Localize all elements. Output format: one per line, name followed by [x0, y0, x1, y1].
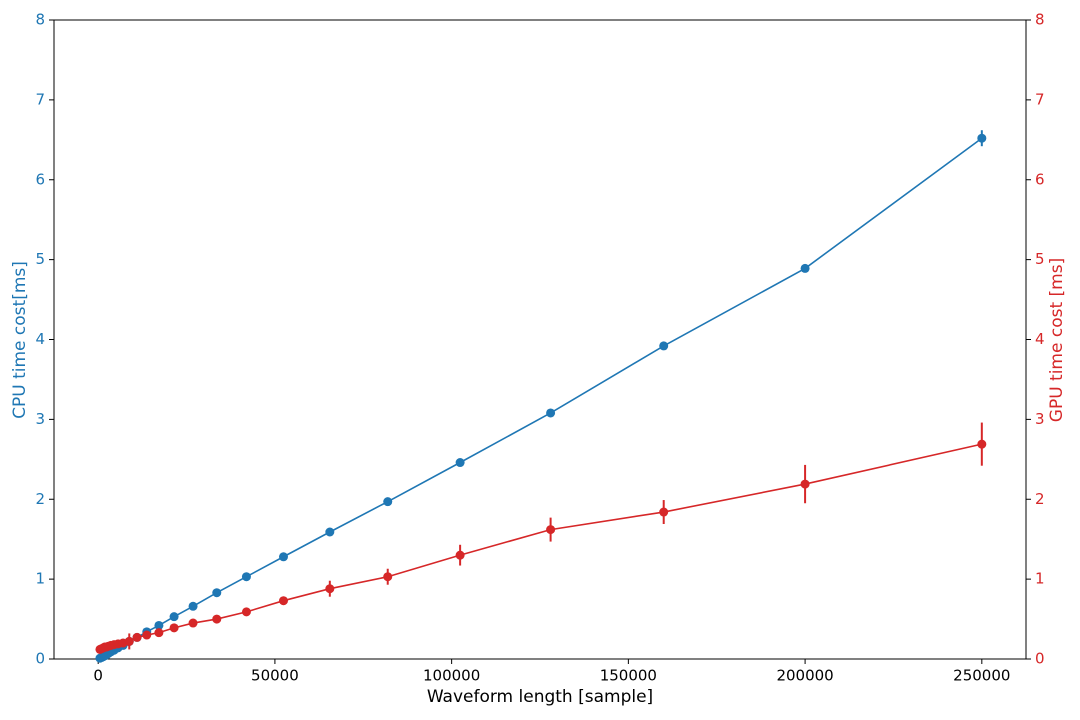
x-tick-label: 200000 [776, 667, 833, 685]
y2-tick-label: 4 [1035, 330, 1045, 348]
y2-tick-label: 3 [1035, 410, 1045, 428]
data-point [212, 614, 222, 624]
y-tick-label: 7 [35, 90, 45, 108]
y-tick-label: 1 [35, 570, 45, 588]
y-tick-label: 6 [35, 170, 45, 188]
data-point [188, 601, 198, 611]
y2-tick-label: 8 [1035, 11, 1045, 29]
data-point [325, 584, 335, 594]
x-tick-label: 250000 [953, 667, 1010, 685]
data-point [800, 479, 810, 489]
x-tick-label: 150000 [600, 667, 657, 685]
data-point [188, 618, 198, 628]
data-point [659, 341, 669, 351]
data-point [455, 458, 465, 468]
data-point [154, 620, 164, 630]
data-point [241, 572, 251, 582]
plot-frame [53, 19, 1027, 660]
data-point [278, 552, 288, 562]
data-point [383, 497, 393, 507]
y-axis-label: CPU time cost[ms] [10, 261, 30, 419]
x-axis-label: Waveform length [sample] [427, 687, 653, 707]
data-point [142, 630, 152, 640]
y-tick-label: 8 [35, 11, 45, 29]
x-tick-label: 0 [93, 667, 103, 685]
data-point [124, 636, 134, 646]
series-line [99, 443, 982, 651]
data-point [977, 133, 987, 143]
y-tick-label: 3 [35, 410, 45, 428]
data-point [169, 612, 179, 622]
y2-tick-label: 7 [1035, 90, 1045, 108]
y2-tick-label: 2 [1035, 490, 1045, 508]
data-point [169, 623, 179, 633]
data-point [383, 572, 393, 582]
y2-tick-label: 1 [1035, 570, 1045, 588]
data-point [154, 628, 164, 638]
data-point [278, 596, 288, 606]
y-tick-label: 2 [35, 490, 45, 508]
y2-tick-label: 5 [1035, 250, 1045, 268]
data-point [546, 408, 556, 418]
data-point [132, 632, 142, 642]
y-tick-label: 0 [35, 650, 45, 668]
x-tick-label: 100000 [423, 667, 480, 685]
y2-tick-label: 0 [1035, 650, 1045, 668]
data-point [241, 607, 251, 617]
x-tick-label: 50000 [251, 667, 299, 685]
data-point [546, 525, 556, 535]
y2-tick-label: 6 [1035, 170, 1045, 188]
data-point [659, 507, 669, 517]
data-point [212, 588, 222, 598]
y2-axis-label: GPU time cost [ms] [1047, 258, 1067, 422]
y-tick-label: 5 [35, 250, 45, 268]
series-line [99, 137, 983, 659]
data-point [325, 527, 335, 537]
data-point [977, 439, 987, 449]
data-point [455, 550, 465, 560]
y-tick-label: 4 [35, 330, 45, 348]
data-point [800, 263, 810, 273]
